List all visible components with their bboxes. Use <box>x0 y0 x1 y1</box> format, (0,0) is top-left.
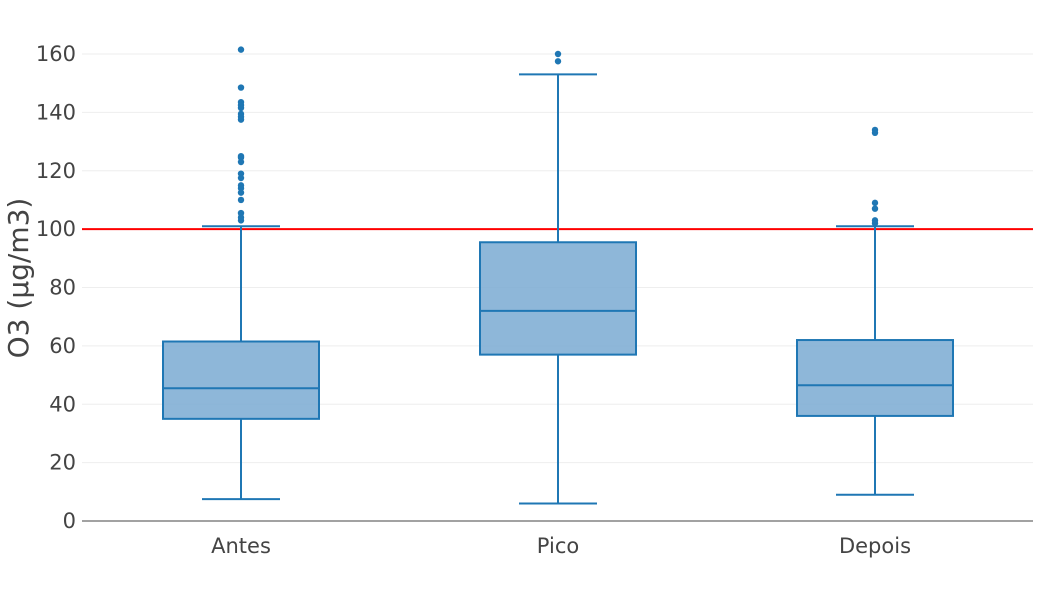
iqr-box-depois <box>796 339 954 417</box>
outlier-point-depois-1 <box>871 217 879 224</box>
y-tick-label-40: 40 <box>49 392 76 416</box>
y-tick-label-80: 80 <box>49 276 76 300</box>
box-antes <box>162 46 320 501</box>
outlier-point-antes-4 <box>237 189 245 196</box>
outlier-point-antes-14 <box>237 110 245 118</box>
outlier-point-antes-2 <box>237 209 245 217</box>
x-tick-label-antes: Antes <box>211 534 271 558</box>
outlier-point-pico-1 <box>554 50 562 58</box>
iqr-box-antes <box>162 340 320 420</box>
outlier-point-antes-3 <box>237 196 245 204</box>
outlier-point-antes-7 <box>237 174 245 182</box>
axes-layer: 0 20 40 60 80 100 120 140 160 Antes Pico Depois <box>36 42 1033 558</box>
y-tick-label-140: 140 <box>36 100 76 124</box>
outlier-point-antes-18 <box>237 84 245 91</box>
iqr-box-pico <box>479 241 637 356</box>
y-tick-label-120: 120 <box>36 159 76 183</box>
outlier-point-antes-11 <box>237 152 245 160</box>
x-tick-label-pico: Pico <box>537 534 579 558</box>
outlier-point-antes-19 <box>237 46 245 53</box>
y-tick-label-100: 100 <box>36 217 76 241</box>
outlier-point-depois-3 <box>871 199 879 207</box>
y-tick-label-160: 160 <box>36 42 76 66</box>
outlier-point-antes-1 <box>237 214 245 221</box>
y-axis-title: O3 (µg/m3) <box>2 198 35 359</box>
outlier-point-antes-17 <box>237 98 245 106</box>
boxes-layer <box>162 46 954 505</box>
y-tick-label-0: 0 <box>63 509 76 533</box>
x-tick-label-depois: Depois <box>839 534 911 558</box>
outlier-point-antes-6 <box>237 182 245 189</box>
outlier-point-depois-5 <box>871 126 879 134</box>
outlier-point-pico-0 <box>554 58 562 65</box>
y-tick-label-20: 20 <box>49 451 76 475</box>
y-tick-label-60: 60 <box>49 334 76 358</box>
box-pico <box>479 50 637 505</box>
outlier-point-depois-2 <box>871 205 879 212</box>
outlier-point-antes-8 <box>237 170 245 177</box>
box-depois <box>796 126 954 496</box>
outlier-point-antes-9 <box>237 158 245 166</box>
